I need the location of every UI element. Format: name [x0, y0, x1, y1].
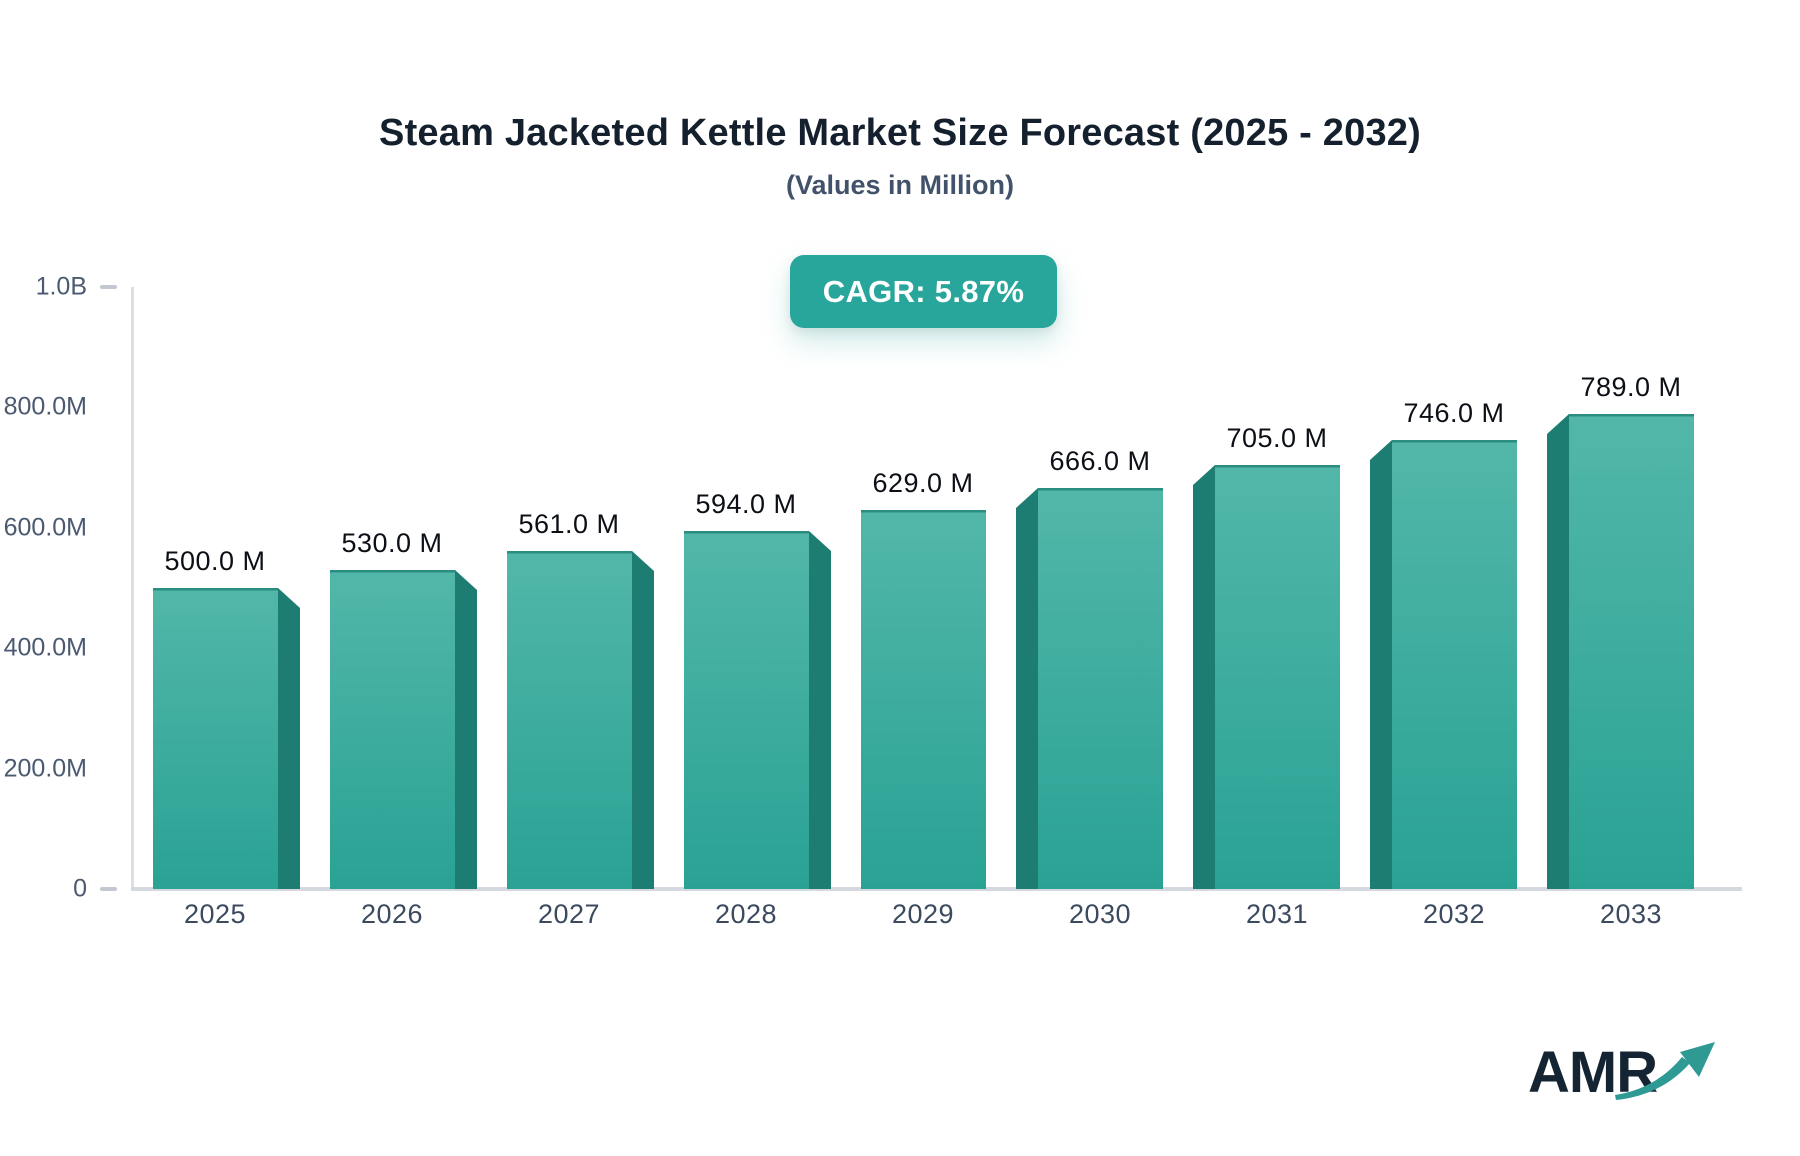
- bar-value-label-2032: 746.0 M: [1403, 398, 1505, 428]
- plot-area: 500.0 M 530.0 M 561.0 M: [133, 287, 1742, 889]
- y-axis: 1.0B 800.0M 600.0M 400.0M 200.0M 0: [0, 273, 133, 903]
- y-axis-label-200.0M: 200.0M: [3, 754, 87, 783]
- bar-2029: [860, 510, 986, 889]
- x-axis-label-2025: 2025: [183, 899, 247, 929]
- bar-2028: [683, 531, 831, 889]
- y-axis-label-600.0M: 600.0M: [3, 513, 87, 542]
- x-axis-label-2030: 2030: [1068, 899, 1132, 929]
- y-axis-label-0: 0: [73, 874, 87, 903]
- y-axis-tick: [100, 887, 117, 891]
- x-axis-label-2032: 2032: [1422, 899, 1486, 929]
- x-axis-label-2026: 2026: [360, 899, 424, 929]
- x-axis-label-2031: 2031: [1245, 899, 1309, 929]
- bar-value-label-2029: 629.0 M: [872, 468, 974, 498]
- y-axis-tick: [100, 285, 117, 289]
- bar-2027: [506, 551, 654, 889]
- bar-2026: [329, 570, 477, 889]
- bar-value-label-2028: 594.0 M: [695, 489, 797, 519]
- y-axis-line: [131, 287, 134, 888]
- x-axis-label-2029: 2029: [891, 899, 955, 929]
- chart-subtitle: (Values in Million): [785, 170, 1015, 200]
- cagr-badge: CAGR: 5.87%: [790, 255, 1057, 328]
- y-axis-label-400.0M: 400.0M: [3, 633, 87, 662]
- x-axis: 2025 2026 2027 2028 2029 2030 2031 2032 2033: [133, 899, 1742, 939]
- y-axis-label-1.0B: 1.0B: [35, 272, 87, 301]
- bar-value-label-2033: 789.0 M: [1580, 372, 1682, 402]
- bar-2033: [1546, 414, 1694, 889]
- bar-value-label-2027: 561.0 M: [518, 509, 620, 539]
- bar-2032: [1369, 440, 1517, 889]
- x-axis-line: [131, 887, 1742, 891]
- bar-value-label-2030: 666.0 M: [1049, 446, 1151, 476]
- amr-logo: AMR: [1528, 1038, 1738, 1113]
- bar-value-label-2025: 500.0 M: [164, 546, 266, 576]
- growth-arrow-icon: [1615, 1042, 1715, 1100]
- y-axis-label-800.0M: 800.0M: [3, 392, 87, 421]
- bar-2031: [1192, 465, 1340, 889]
- x-axis-label-2027: 2027: [537, 899, 601, 929]
- x-axis-label-2033: 2033: [1599, 899, 1663, 929]
- bar-value-label-2026: 530.0 M: [341, 528, 443, 558]
- chart-title: Steam Jacketed Kettle Market Size Foreca…: [379, 112, 1421, 154]
- bar-2025: [152, 588, 300, 889]
- bar-2030: [1015, 488, 1163, 889]
- bar-value-label-2031: 705.0 M: [1226, 423, 1328, 453]
- x-axis-label-2028: 2028: [714, 899, 778, 929]
